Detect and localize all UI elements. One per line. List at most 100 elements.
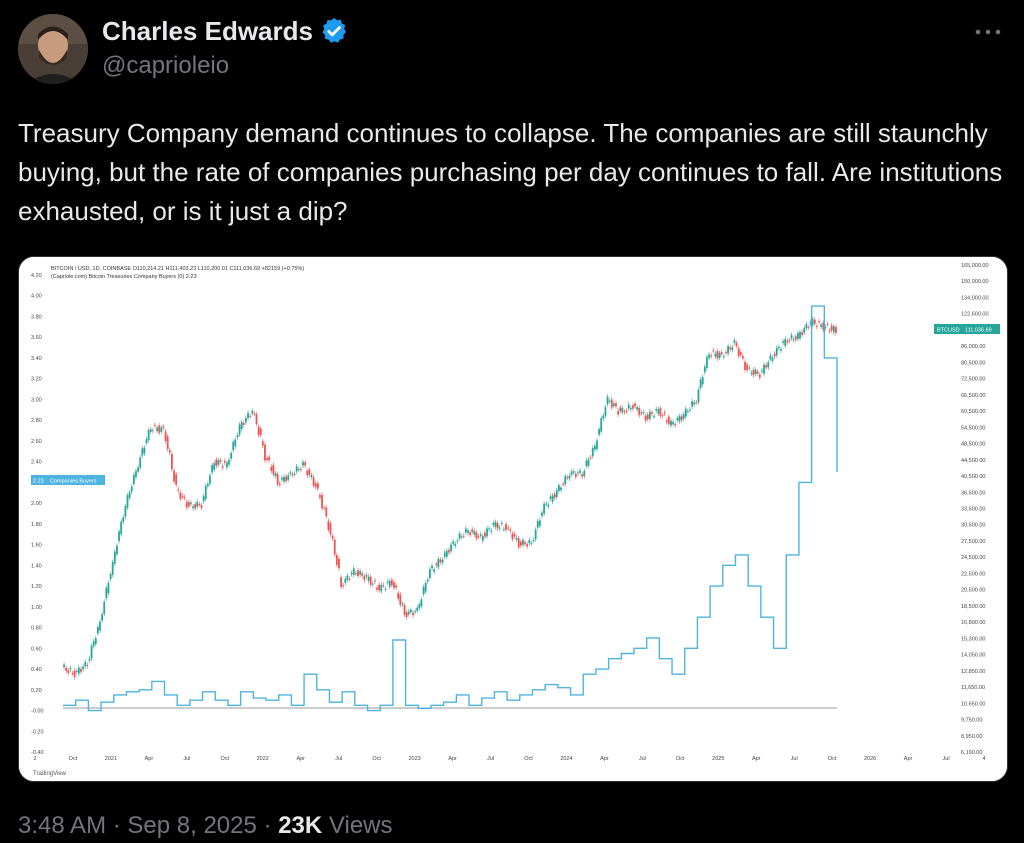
- candle-body: [264, 444, 266, 461]
- candle-body: [615, 403, 617, 407]
- candle-body: [329, 523, 332, 535]
- candle-body: [287, 475, 290, 480]
- candle-body: [731, 347, 734, 350]
- x-axis-tick: 2: [33, 756, 36, 762]
- candle-body: [181, 495, 184, 497]
- candle-body: [141, 448, 144, 456]
- candle-body: [179, 492, 182, 500]
- candle-body: [82, 666, 84, 670]
- candle-body: [84, 661, 87, 667]
- x-axis-tick: 2022: [257, 756, 269, 762]
- candle-body: [225, 462, 228, 468]
- candle-body: [314, 483, 317, 488]
- right-axis-tick: 15,300.00: [961, 636, 985, 642]
- candle-body: [297, 468, 300, 470]
- candle-body: [445, 550, 448, 557]
- author-handle[interactable]: @caprioleio: [102, 52, 230, 79]
- candle-body: [206, 483, 209, 487]
- candle-body: [90, 645, 93, 659]
- candle-body: [462, 535, 465, 537]
- candle-body: [710, 355, 713, 357]
- candle-body: [380, 584, 383, 592]
- x-axis-tick: Apr: [296, 756, 305, 762]
- candle-body: [111, 561, 114, 575]
- candle-body: [553, 493, 556, 498]
- candle-body: [716, 351, 719, 359]
- candle-body: [769, 355, 772, 360]
- candle-body: [352, 568, 355, 575]
- candle-body: [653, 416, 655, 418]
- candle-body: [663, 412, 666, 414]
- x-axis-tick: Oct: [524, 756, 533, 762]
- candle-body: [211, 465, 213, 473]
- tweet-date[interactable]: Sep 8, 2025: [127, 812, 257, 839]
- right-axis-tick: 36,500.00: [961, 490, 985, 496]
- candle-body: [384, 588, 387, 590]
- avatar[interactable]: [18, 14, 88, 84]
- candle-body: [234, 439, 237, 447]
- x-axis-tick: Oct: [676, 756, 685, 762]
- candle-body: [725, 352, 727, 354]
- more-horizontal-icon[interactable]: [970, 20, 1006, 44]
- candle-body: [680, 416, 683, 421]
- x-axis-tick: 2021: [105, 756, 117, 762]
- candle-body: [464, 528, 467, 533]
- candle-body: [589, 457, 592, 459]
- left-axis-tick: 3.60: [31, 335, 42, 341]
- left-axis-tick: 0.60: [31, 646, 42, 652]
- candle-body: [69, 667, 72, 670]
- candle-body: [695, 402, 698, 404]
- candle-body: [443, 552, 446, 557]
- candle-body: [274, 473, 277, 477]
- chart-image[interactable]: 4.20 4.00 3.80 3.60 3.40 3.20 3.00 2.80 2.60 2.40…: [18, 256, 1008, 782]
- candle-body: [221, 466, 224, 468]
- candle-body: [378, 584, 381, 591]
- candle-body: [479, 534, 482, 536]
- candle-body: [73, 670, 76, 678]
- candle-body: [733, 340, 736, 344]
- candle-body: [242, 423, 245, 425]
- candle-body: [418, 604, 421, 609]
- candle-body: [634, 403, 636, 407]
- right-axis-tick: 18,500.00: [961, 604, 985, 610]
- candle-body: [458, 533, 461, 539]
- candle-body: [558, 485, 560, 491]
- author-name-row[interactable]: Charles Edwards: [102, 14, 349, 48]
- candle-body: [124, 506, 127, 517]
- x-axis-tick: Jul: [183, 756, 190, 762]
- candle-body: [560, 487, 562, 490]
- candle-body: [799, 331, 801, 339]
- candle-body: [574, 473, 577, 478]
- series-line-companies-buyers: [63, 305, 838, 712]
- candle-body: [390, 579, 393, 586]
- candle-body: [376, 587, 378, 590]
- candle-body: [682, 414, 685, 419]
- candle-body: [67, 670, 70, 673]
- candle-body: [118, 531, 120, 542]
- tweet-time[interactable]: 3:48 AM: [18, 812, 107, 839]
- candle-body: [604, 407, 607, 416]
- candle-body: [145, 439, 148, 444]
- candle-body: [672, 421, 675, 425]
- candle-body: [103, 601, 106, 614]
- candle-body: [261, 441, 264, 446]
- candle-body: [435, 563, 438, 566]
- candle-body: [397, 592, 400, 599]
- candle-body: [289, 472, 292, 474]
- candle-body: [676, 417, 679, 421]
- candle-body: [748, 367, 751, 369]
- right-axis-tick: 122,600.00: [961, 312, 989, 318]
- verified-badge-icon[interactable]: [319, 16, 349, 46]
- candle-body: [494, 521, 497, 528]
- candle-body: [670, 420, 672, 426]
- candle-body: [166, 436, 169, 449]
- candle-body: [619, 407, 622, 412]
- candle-body: [276, 474, 279, 485]
- x-axis-tick: 2026: [864, 756, 876, 762]
- avatar-image: [18, 14, 88, 84]
- author-name[interactable]: Charles Edwards: [102, 15, 313, 46]
- candle-body: [771, 357, 774, 361]
- candle-body: [621, 407, 624, 413]
- candle-body: [395, 585, 397, 588]
- left-axis-tick: 1.60: [31, 543, 42, 549]
